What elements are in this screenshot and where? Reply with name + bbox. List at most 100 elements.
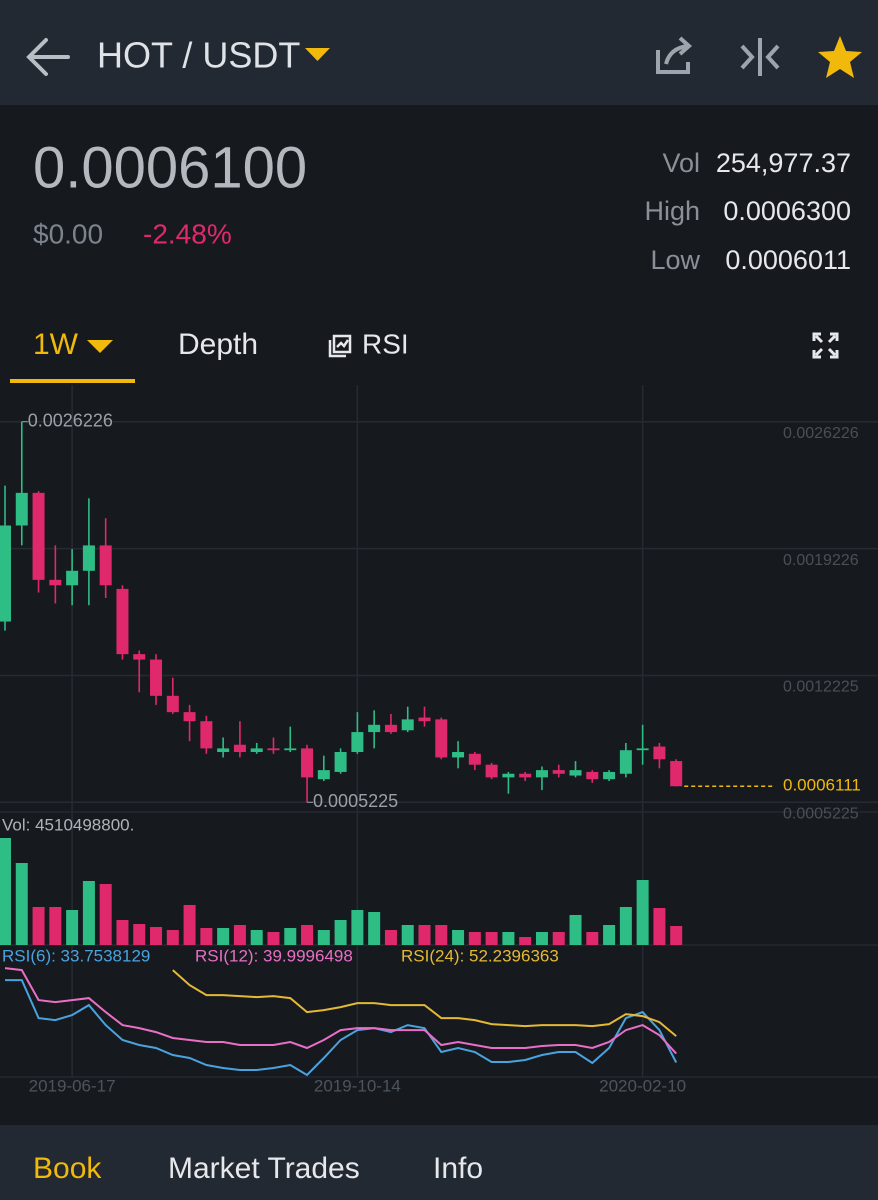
rsi-line — [4, 967, 677, 1055]
volume-bar — [619, 906, 632, 945]
candle-body — [49, 579, 62, 586]
candle-body — [452, 752, 465, 758]
x-tick-label: 2020-02-10 — [599, 1076, 686, 1095]
favorite-button[interactable] — [818, 36, 862, 78]
footer-tab[interactable]: Market Trades — [168, 1152, 360, 1185]
volume-bar — [569, 914, 582, 945]
ticker-panel — [0, 105, 878, 385]
candle-body — [535, 770, 548, 778]
volume-bar — [401, 925, 414, 945]
volume-bar — [284, 927, 297, 945]
fiat-price: $0.00 — [33, 218, 103, 249]
candle-body — [653, 746, 666, 760]
volume-bar — [49, 906, 62, 945]
depth-tab[interactable]: Depth — [178, 328, 258, 361]
rsi-legend: RSI(24): 52.2396363 — [401, 946, 559, 965]
volume-bar — [233, 925, 246, 945]
volume-bar — [452, 930, 465, 945]
stat-label: Low — [650, 245, 700, 275]
bottom-bar — [0, 1125, 878, 1200]
candle-body — [351, 732, 364, 753]
rsi-legend: RSI(6): 33.7538129 — [2, 946, 150, 965]
interval-tab[interactable]: 1W — [33, 328, 79, 361]
candle-body — [401, 719, 414, 731]
volume-bar — [250, 930, 263, 945]
pair-title[interactable]: HOT / USDT — [97, 35, 300, 76]
pair-dropdown[interactable] — [305, 48, 330, 61]
candle-body — [502, 773, 515, 778]
candle-body — [569, 770, 582, 776]
rsi-line — [172, 969, 677, 1037]
min-label: 0.0005225 — [313, 791, 398, 811]
candle-body — [217, 748, 230, 753]
y-tick-label: 0.0005225 — [783, 806, 859, 823]
volume-bar — [418, 925, 431, 945]
volume-bar — [552, 932, 565, 945]
volume-bar — [485, 932, 498, 945]
candle-body — [485, 764, 498, 778]
volume-bar — [502, 932, 515, 945]
candle-body — [636, 748, 649, 751]
top-bar — [0, 0, 878, 105]
active-tab-underline — [10, 379, 135, 383]
volume-bar — [351, 910, 364, 945]
candle-body — [519, 773, 532, 778]
volume-bar — [183, 905, 196, 945]
footer-tab[interactable]: Book — [33, 1152, 102, 1185]
candle-body — [200, 721, 213, 749]
volume-bar — [116, 919, 129, 945]
candle-body — [619, 750, 632, 774]
candle-body — [233, 744, 246, 753]
fullscreen-button[interactable] — [812, 332, 839, 359]
volume-label: Vol: 4510498800. — [2, 815, 134, 834]
candle-body — [0, 525, 11, 622]
candle-body — [99, 545, 112, 586]
candle-body — [267, 748, 280, 751]
x-tick-label: 2019-06-17 — [29, 1076, 116, 1095]
interval-dropdown[interactable] — [87, 340, 113, 353]
volume-bar — [636, 880, 649, 945]
back-button[interactable] — [26, 38, 70, 76]
stat-label: High — [644, 196, 700, 226]
volume-bar — [267, 932, 280, 945]
indicator-icon[interactable] — [328, 334, 352, 358]
y-tick-label: 0.0019226 — [783, 552, 859, 569]
last-price-label: 0.0006111 — [783, 776, 861, 795]
volume-bar — [133, 924, 146, 945]
candle-body — [133, 654, 146, 660]
indicator-tab[interactable]: RSI — [362, 328, 409, 359]
candle-body — [384, 724, 397, 733]
volume-bar — [15, 863, 28, 945]
y-tick-label: 0.0012225 — [783, 679, 859, 696]
volume-bar — [200, 927, 213, 945]
stat-value: 254,977.37 — [716, 148, 851, 178]
candle-body — [15, 492, 28, 526]
candle-body — [82, 545, 95, 571]
candle-body — [418, 717, 431, 722]
candle-body — [166, 695, 179, 713]
volume-bar — [435, 925, 448, 945]
max-label: 0.0026226 — [28, 410, 113, 430]
volume-bar — [519, 937, 532, 945]
share-button[interactable] — [656, 36, 693, 74]
candle-body — [116, 588, 129, 655]
y-tick-label: 0.0026226 — [783, 425, 859, 442]
volume-bar — [586, 932, 599, 945]
candle-body — [435, 719, 448, 758]
volume-bar — [166, 930, 179, 945]
candle-body — [468, 753, 481, 765]
footer-tab[interactable]: Info — [433, 1152, 483, 1185]
compare-button[interactable] — [740, 38, 780, 76]
rsi-line — [5, 979, 678, 1077]
candle-body — [66, 570, 79, 586]
volume-bar — [82, 880, 95, 945]
stat-label: Vol — [662, 148, 700, 178]
volume-bar — [368, 912, 381, 945]
stat-value: 0.0006011 — [725, 245, 851, 275]
last-price: 0.0006100 — [33, 135, 307, 200]
volume-bar — [301, 925, 314, 945]
candle-body — [552, 770, 565, 774]
volume-bar — [334, 919, 347, 945]
volume-bar — [670, 925, 683, 945]
